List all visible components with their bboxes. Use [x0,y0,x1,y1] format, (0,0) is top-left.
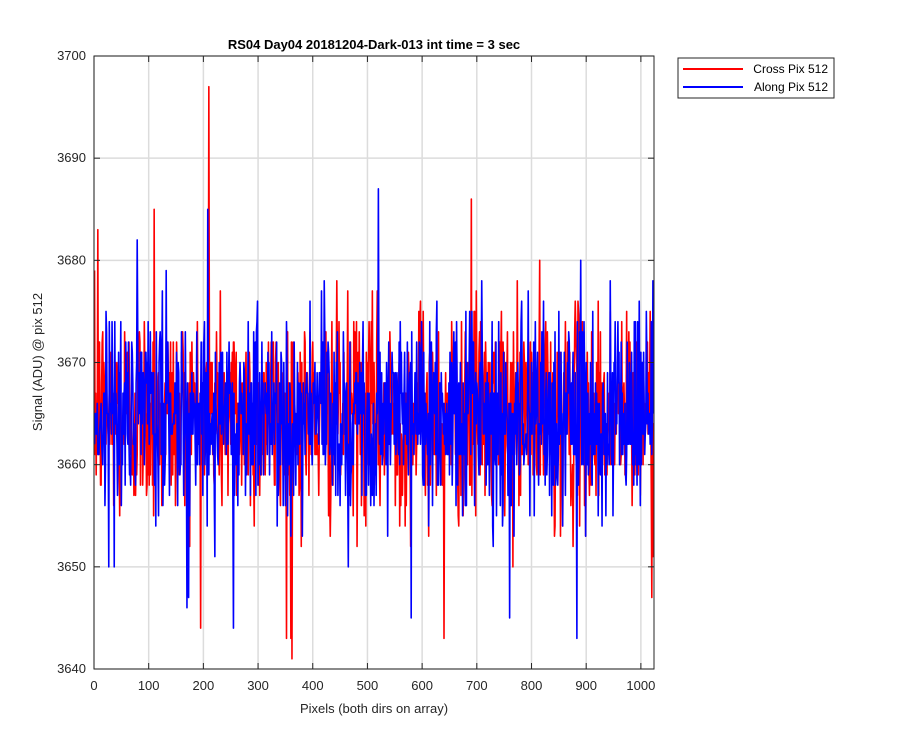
x-tick-label: 100 [138,678,160,693]
x-tick-label: 900 [575,678,597,693]
series-layer [94,85,654,660]
x-tick-label: 600 [411,678,433,693]
x-tick-label: 1000 [626,678,655,693]
y-tick-label: 3660 [57,457,86,472]
y-tick-label: 3690 [57,150,86,165]
y-tick-label: 3650 [57,559,86,574]
x-tick-label: 700 [466,678,488,693]
x-tick-label: 200 [193,678,215,693]
x-tick-label: 300 [247,678,269,693]
y-tick-label: 3700 [57,48,86,63]
legend: Cross Pix 512 Along Pix 512 [677,57,835,99]
y-axis-label: Signal (ADU) @ pix 512 [30,293,45,431]
y-tick-label: 3640 [57,661,86,676]
y-tick-label: 3680 [57,252,86,267]
ticks: 0 100 200 300 400 500 600 700 800 900 1000 3640 3650… [57,48,655,693]
series-line-along-pix-512 [94,188,654,640]
x-tick-label: 500 [357,678,379,693]
x-tick-label: 0 [90,678,97,693]
chart-title: RS04 Day04 20181204-Dark-013 int time = … [228,37,520,52]
x-tick-label: 800 [521,678,543,693]
legend-label-cross-pix-512: Cross Pix 512 [753,62,828,76]
legend-box [677,57,835,99]
y-tick-label: 3670 [57,355,86,370]
x-axis-label: Pixels (both dirs on array) [300,701,448,716]
x-tick-label: 400 [302,678,324,693]
legend-label-along-pix-512: Along Pix 512 [754,80,828,94]
